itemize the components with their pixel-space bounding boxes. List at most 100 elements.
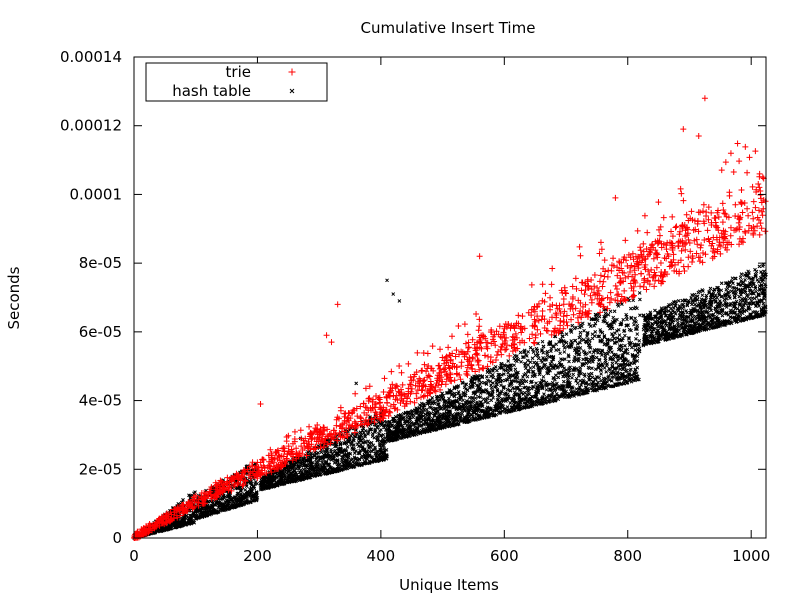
hash-table-point bbox=[516, 380, 520, 384]
hash-table-point bbox=[495, 382, 500, 387]
hash-table-point bbox=[569, 343, 573, 348]
hash-table-point bbox=[407, 429, 411, 434]
hash-table-point bbox=[427, 422, 431, 426]
hash-table-point bbox=[280, 479, 285, 483]
hash-table-point bbox=[490, 409, 495, 414]
hash-table-point bbox=[514, 375, 519, 380]
hash-table-point bbox=[564, 340, 569, 345]
hash-table-point bbox=[211, 505, 215, 510]
hash-table-point bbox=[596, 350, 600, 355]
hash-table-point bbox=[627, 368, 632, 373]
hash-table-point bbox=[541, 379, 546, 384]
hash-table-point bbox=[383, 423, 387, 427]
hash-table-point bbox=[367, 454, 372, 458]
hash-table-point bbox=[541, 374, 546, 379]
hash-table-point bbox=[442, 411, 447, 416]
hash-table-point bbox=[426, 416, 431, 421]
hash-table-point bbox=[525, 392, 529, 397]
hash-table-point bbox=[536, 363, 540, 367]
hash-table-point bbox=[490, 393, 495, 397]
hash-table-point bbox=[191, 510, 196, 515]
hash-table-point bbox=[500, 409, 505, 414]
hash-table-point bbox=[535, 348, 540, 353]
hash-table-point bbox=[525, 374, 530, 379]
hash-table-point bbox=[462, 420, 466, 424]
hash-table-point bbox=[266, 485, 271, 490]
hash-table-point bbox=[561, 379, 566, 384]
hash-table-point bbox=[627, 372, 631, 377]
hash-table-point bbox=[533, 372, 537, 377]
data-points bbox=[131, 95, 769, 541]
hash-table-point bbox=[447, 404, 452, 409]
hash-table-point bbox=[187, 521, 192, 526]
hash-table-point bbox=[206, 506, 211, 511]
hash-table-point bbox=[577, 393, 581, 397]
hash-table-point bbox=[471, 399, 476, 404]
hash-table-point bbox=[505, 367, 510, 372]
hash-table-point bbox=[297, 470, 302, 475]
hash-table-point bbox=[322, 463, 326, 468]
hash-table-point bbox=[575, 357, 580, 361]
hash-table-point bbox=[167, 525, 172, 530]
hash-table-point bbox=[469, 380, 473, 385]
hash-table-point bbox=[241, 493, 246, 498]
hash-table-point bbox=[517, 404, 522, 409]
hash-table-point bbox=[635, 327, 639, 331]
hash-table-point bbox=[526, 370, 531, 374]
hash-table-point bbox=[372, 435, 377, 440]
hash-table-point bbox=[393, 430, 398, 435]
hash-table-point bbox=[384, 453, 388, 458]
hash-table-point bbox=[611, 334, 615, 339]
hash-table-point bbox=[619, 343, 624, 348]
hash-table-point bbox=[513, 408, 517, 413]
hash-table-point bbox=[345, 466, 350, 471]
hash-table-point bbox=[180, 523, 185, 528]
hash-table-point bbox=[455, 405, 460, 410]
hash-table-point bbox=[596, 380, 600, 385]
hash-table-point bbox=[385, 434, 390, 439]
hash-table-point bbox=[584, 390, 588, 395]
hash-table-point bbox=[338, 446, 342, 451]
hash-table-point bbox=[347, 436, 352, 440]
hash-table-point bbox=[541, 350, 546, 355]
hash-table-point bbox=[190, 520, 194, 525]
hash-table-point bbox=[641, 327, 646, 332]
hash-table-point bbox=[550, 357, 555, 362]
hash-table-point bbox=[254, 497, 259, 502]
hash-table-point bbox=[542, 392, 546, 396]
hash-table-point bbox=[240, 496, 245, 501]
hash-table-point bbox=[424, 421, 428, 426]
hash-table-point bbox=[727, 280, 732, 284]
hash-table-point bbox=[173, 525, 177, 530]
hash-table-point bbox=[577, 387, 582, 392]
hash-table-point bbox=[440, 424, 445, 429]
hash-table-point bbox=[406, 410, 410, 415]
hash-table-point bbox=[483, 412, 488, 417]
hash-table-point bbox=[621, 336, 625, 341]
hash-table-point bbox=[329, 450, 334, 454]
hash-table-point bbox=[238, 488, 243, 493]
hash-table-point bbox=[514, 371, 519, 375]
hash-table-point bbox=[627, 340, 632, 345]
hash-table-point bbox=[738, 298, 743, 303]
hash-table-point bbox=[612, 319, 617, 323]
hash-table-point bbox=[581, 357, 585, 362]
hash-table-point bbox=[618, 356, 623, 361]
hash-table-point bbox=[301, 471, 306, 476]
hash-table-point bbox=[157, 528, 162, 533]
hash-table-point bbox=[680, 298, 685, 303]
hash-table-point bbox=[632, 357, 636, 361]
hash-table-point bbox=[403, 411, 408, 415]
hash-table-point bbox=[521, 405, 526, 410]
hash-table-point bbox=[575, 381, 580, 386]
hash-table-point bbox=[485, 370, 490, 375]
hash-table-point bbox=[528, 360, 533, 364]
hash-table-point bbox=[502, 367, 506, 372]
hash-table-point bbox=[467, 400, 472, 404]
hash-table-point bbox=[523, 366, 528, 371]
hash-table-point bbox=[412, 421, 417, 426]
hash-table-point bbox=[578, 340, 582, 345]
hash-table-point bbox=[622, 378, 626, 383]
hash-table-point bbox=[566, 354, 571, 359]
hash-table-point bbox=[629, 361, 633, 365]
